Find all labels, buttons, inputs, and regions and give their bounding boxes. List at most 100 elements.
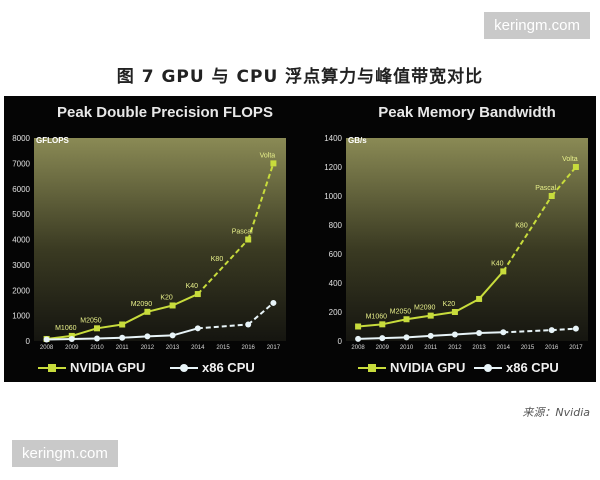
y-tick-label: 4000: [12, 236, 30, 245]
x-tick-label: 2014: [191, 345, 205, 351]
gpu-data-point: [119, 321, 126, 328]
cpu-data-point: [476, 330, 483, 337]
data-point-label: M2090: [131, 301, 153, 308]
chart-title-bandwidth: Peak Memory Bandwidth: [378, 104, 556, 121]
x-tick-label: 2011: [424, 345, 438, 351]
series-line-segment: [358, 337, 383, 340]
series-line-segment: [121, 310, 148, 326]
cpu-data-point: [500, 329, 507, 336]
series-line-segment: [147, 334, 173, 338]
y-tick-label: 1400: [324, 134, 342, 143]
gpu-data-point: [194, 291, 201, 298]
gpu-data-point: [548, 193, 555, 199]
cpu-data-point: [194, 325, 201, 332]
x-tick-label: 2013: [472, 345, 486, 351]
chart-title-flops: Peak Double Precision FLOPS: [57, 104, 273, 121]
y-axis-label: GB/s: [348, 136, 367, 145]
cpu-data-point: [94, 335, 100, 342]
series-line-segment: [454, 332, 480, 336]
gpu-data-point: [427, 312, 434, 319]
x-tick-label: 2015: [521, 345, 535, 351]
series-line-segment: [358, 323, 383, 328]
plot-area: [34, 138, 286, 341]
cpu-data-point: [245, 321, 252, 328]
legend-gpu-label-2: NVIDIA GPU: [390, 360, 466, 375]
gpu-data-point: [500, 268, 507, 275]
data-point-label: M1060: [366, 313, 388, 320]
data-point-label: M2050: [390, 308, 412, 315]
data-point-label: K80: [515, 223, 528, 230]
series-line-segment: [550, 166, 577, 197]
series-line-segment: [454, 298, 480, 313]
data-point-label: Volta: [260, 152, 276, 159]
series-line-segment: [96, 323, 123, 330]
series-line-segment: [247, 302, 275, 326]
chart-2: 0 200 400 600 800 1000 1200 1400 GB/s 2008 2009 201…: [324, 134, 588, 351]
data-point-label: M1060: [55, 325, 77, 332]
gpu-data-point: [144, 308, 151, 315]
cpu-data-point: [169, 332, 176, 339]
y-tick-label: 400: [329, 279, 343, 288]
x-tick-label: 2011: [116, 345, 130, 351]
series-line-segment: [430, 333, 455, 337]
watermark-top: keringm.com: [484, 12, 590, 39]
watermark-bottom: keringm.com: [12, 440, 118, 467]
series-line-segment: [147, 304, 173, 313]
gpu-data-point: [355, 323, 362, 330]
series-line-segment: [172, 327, 199, 337]
legend-gpu-flops: NVIDIA GPU: [38, 360, 145, 375]
y-tick-label: 600: [329, 250, 343, 259]
legend-cpu-flops: x86 CPU: [170, 360, 255, 375]
x-tick-label: 2013: [166, 345, 180, 351]
series-line-segment: [71, 337, 98, 340]
cpu-data-point: [427, 332, 434, 339]
x-tick-label: 2015: [216, 345, 230, 351]
series-line-segment: [172, 293, 199, 307]
y-tick-label: 3000: [12, 261, 30, 270]
cpu-data-point: [451, 331, 458, 338]
series-line-segment: [247, 163, 275, 240]
series-line-segment: [478, 270, 505, 300]
gpu-data-point: [572, 164, 579, 170]
gpu-data-point: [476, 295, 483, 302]
y-tick-label: 2000: [12, 286, 30, 295]
series-line-segment: [502, 195, 553, 272]
gpu-data-point: [68, 332, 75, 339]
x-tick-label: 2008: [40, 345, 54, 351]
y-tick-label: 7000: [12, 159, 30, 168]
plot-area: [346, 138, 588, 341]
y-tick-label: 1200: [324, 163, 342, 172]
y-tick-label: 1000: [12, 312, 30, 321]
gpu-data-point: [270, 160, 277, 167]
source-note: 来源：Nvidia: [522, 406, 590, 419]
series-line-segment: [71, 327, 98, 337]
legend-cpu-bandwidth: x86 CPU: [474, 360, 559, 375]
series-line-segment: [96, 336, 123, 340]
figure-title: 图 7 GPU 与 CPU 浮点算力与峰值带宽对比: [116, 67, 484, 87]
legend-cpu-label-2: x86 CPU: [506, 360, 559, 375]
legend-cpu-swatch: [170, 362, 198, 374]
series-line-segment: [406, 314, 431, 321]
cpu-data-point: [43, 336, 50, 343]
data-point-label: K40: [186, 283, 199, 290]
x-tick-label: 2017: [569, 345, 583, 351]
cpu-data-point: [379, 335, 386, 342]
y-tick-label: 800: [329, 221, 343, 230]
x-tick-label: 2012: [141, 345, 155, 351]
data-point-label: K20: [160, 294, 173, 301]
cpu-data-point: [355, 335, 362, 342]
y-tick-label: 0: [26, 337, 31, 346]
series-line-segment: [197, 323, 249, 330]
legend-gpu-bandwidth: NVIDIA GPU: [358, 360, 465, 375]
data-point-label: M2050: [80, 317, 102, 324]
gpu-data-point: [403, 316, 410, 323]
series-line-segment: [46, 337, 72, 341]
data-point-label: M2090: [414, 305, 436, 312]
legend-cpu-swatch-2: [474, 362, 502, 374]
series-line-segment: [197, 238, 249, 295]
y-tick-label: 6000: [12, 185, 30, 194]
series-line-segment: [551, 327, 576, 332]
x-tick-label: 2008: [351, 345, 365, 351]
series-line-segment: [479, 331, 504, 335]
